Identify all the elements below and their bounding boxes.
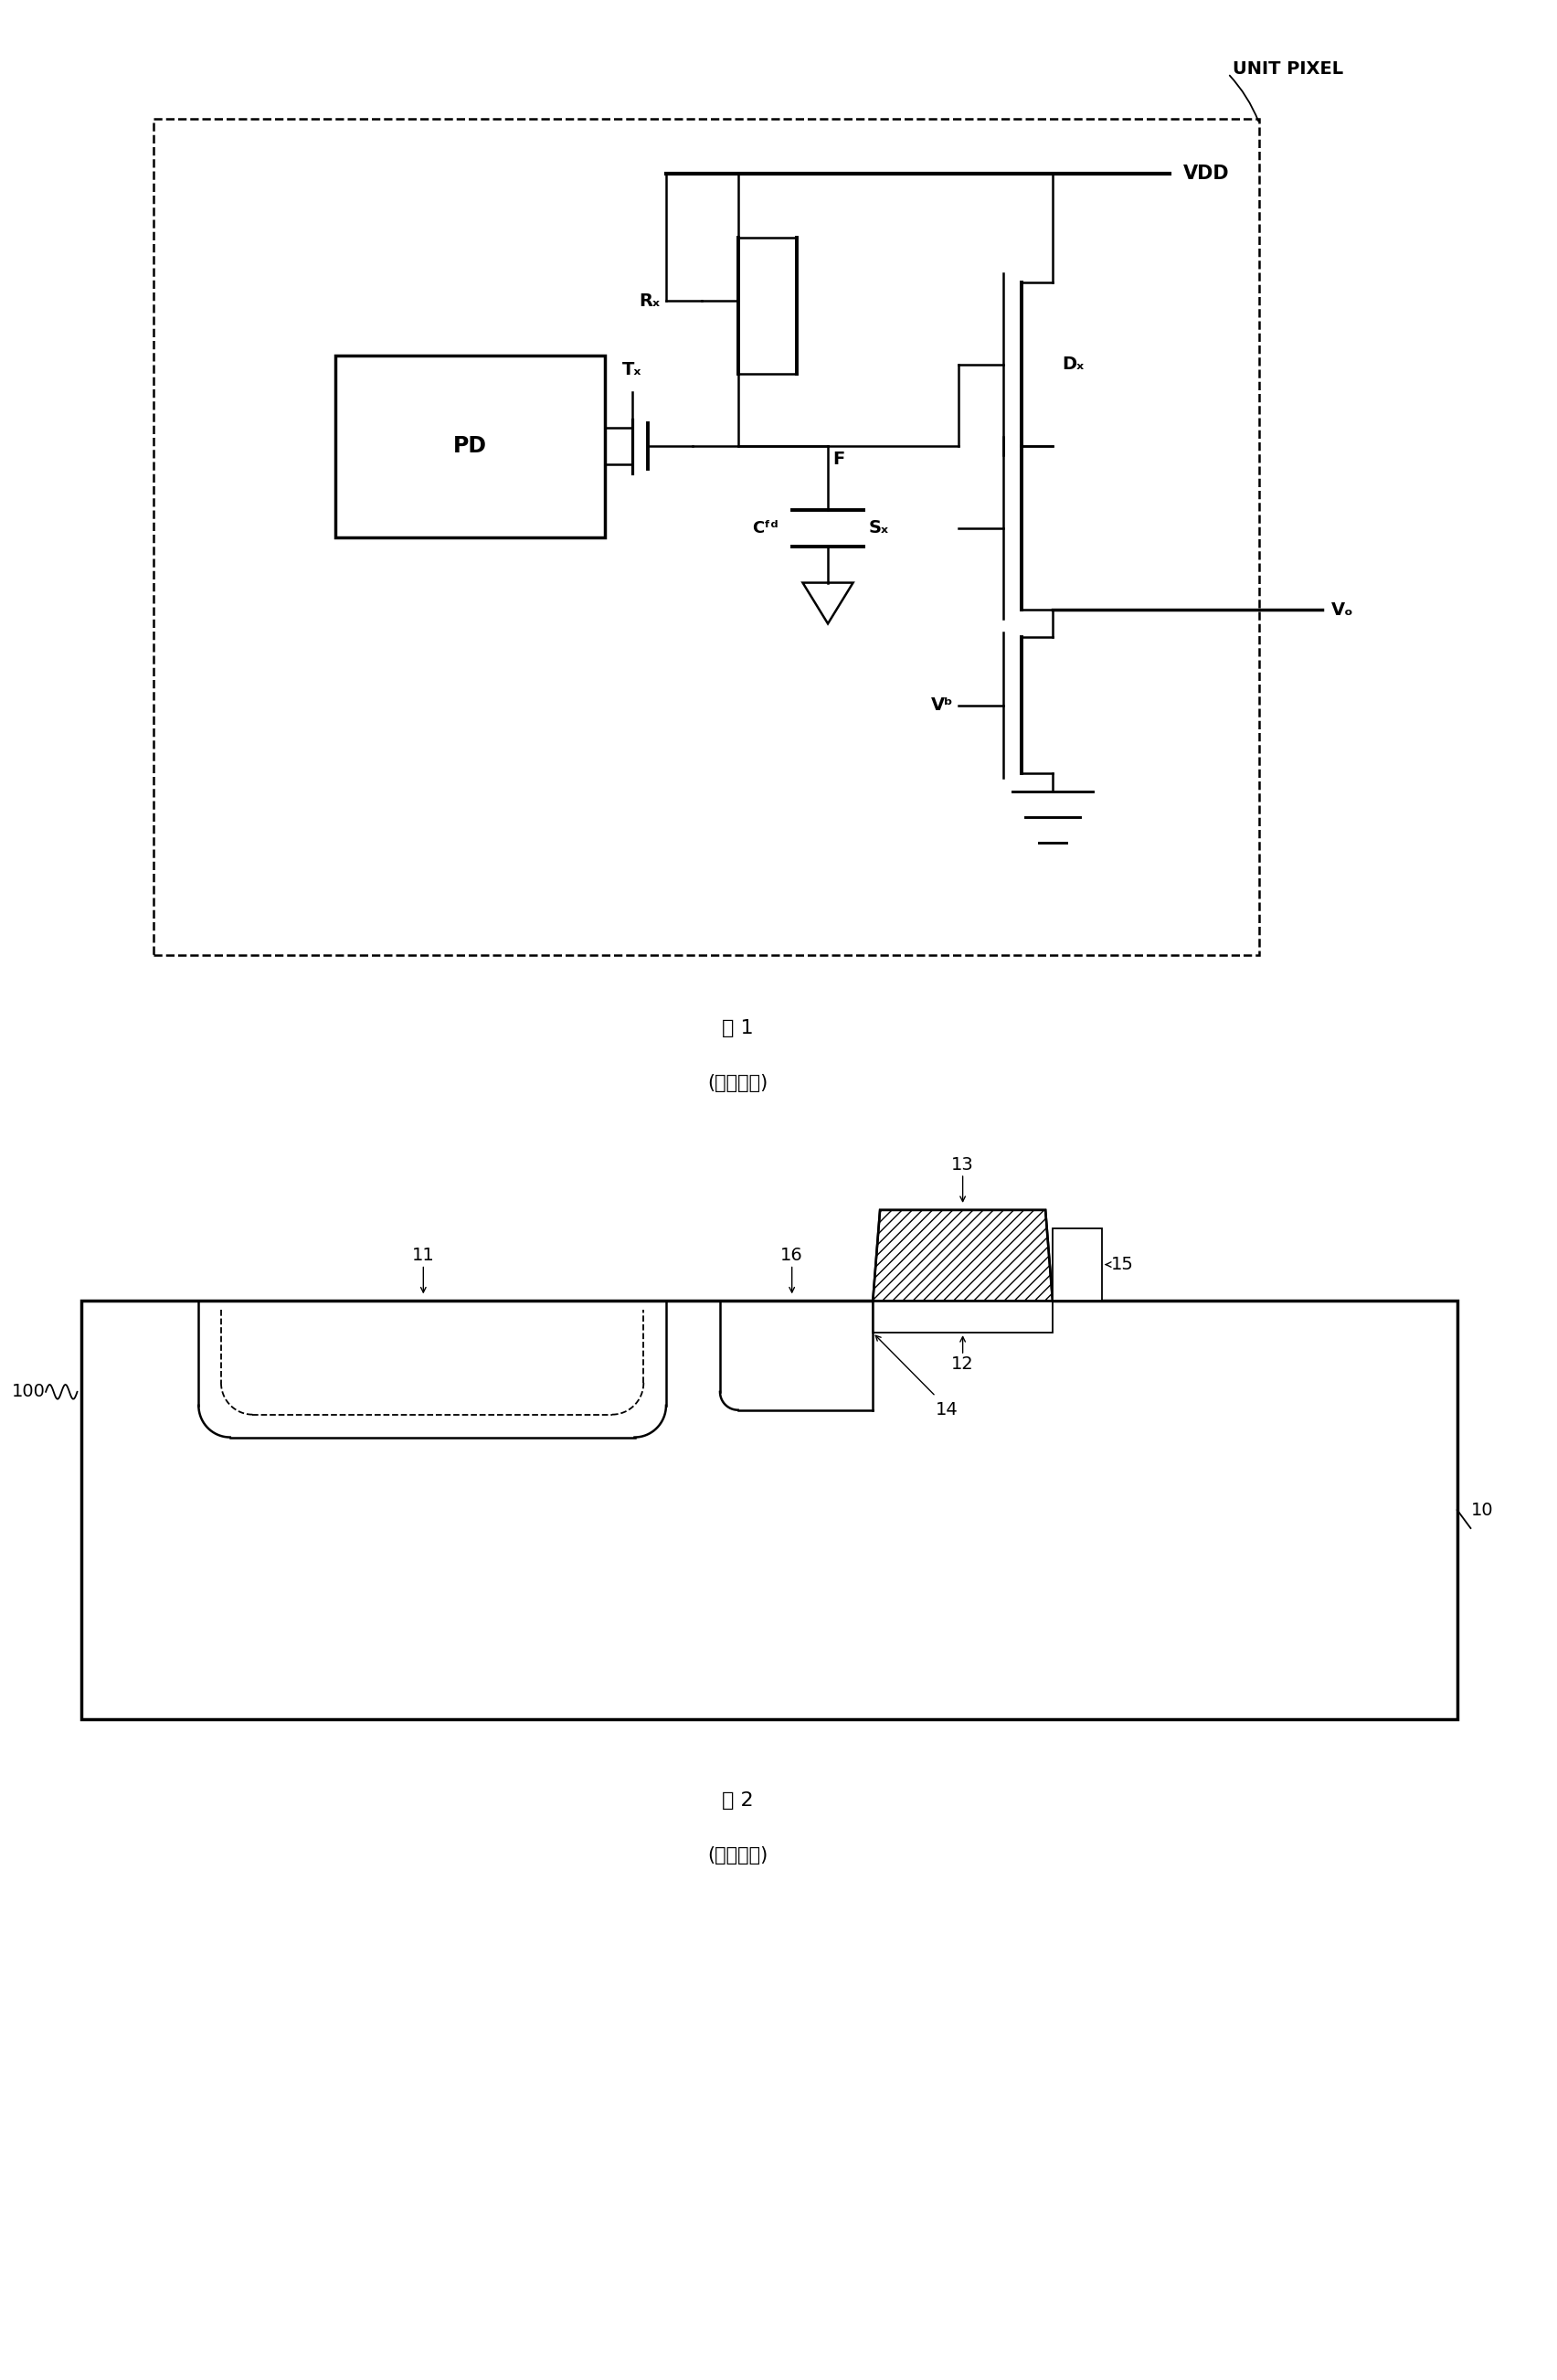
Text: 14: 14 <box>936 1402 959 1418</box>
Text: 15: 15 <box>1112 1257 1133 1273</box>
Text: 16: 16 <box>780 1247 803 1264</box>
Text: VDD: VDD <box>1183 164 1228 183</box>
Text: Tₓ: Tₓ <box>623 362 641 378</box>
Bar <box>873 1302 1053 1333</box>
Text: 12: 12 <box>951 1357 975 1373</box>
Bar <box>335 355 606 538</box>
Text: 100: 100 <box>12 1383 45 1399</box>
Text: 图 2: 图 2 <box>722 1792 754 1811</box>
Text: (现有技术): (现有技术) <box>708 1073 768 1092</box>
Text: Rₓ: Rₓ <box>638 293 660 309</box>
Text: F: F <box>833 450 844 469</box>
Polygon shape <box>873 1209 1053 1302</box>
Text: Cᶠᵈ: Cᶠᵈ <box>752 519 778 536</box>
Text: 11: 11 <box>413 1247 434 1264</box>
Text: 10: 10 <box>1471 1502 1493 1518</box>
Text: PD: PD <box>453 436 487 457</box>
Text: UNIT PIXEL: UNIT PIXEL <box>1233 60 1344 79</box>
Bar <box>1053 1228 1102 1302</box>
Text: 13: 13 <box>951 1157 975 1173</box>
Text: Vᵇ: Vᵇ <box>931 697 954 714</box>
Text: Sₓ: Sₓ <box>869 519 889 538</box>
Text: Dₓ: Dₓ <box>1062 357 1084 374</box>
Bar <box>81 1302 1457 1718</box>
Text: Vₒ: Vₒ <box>1331 602 1353 619</box>
Text: 图 1: 图 1 <box>722 1019 754 1038</box>
Text: (现有技术): (现有技术) <box>708 1847 768 1864</box>
